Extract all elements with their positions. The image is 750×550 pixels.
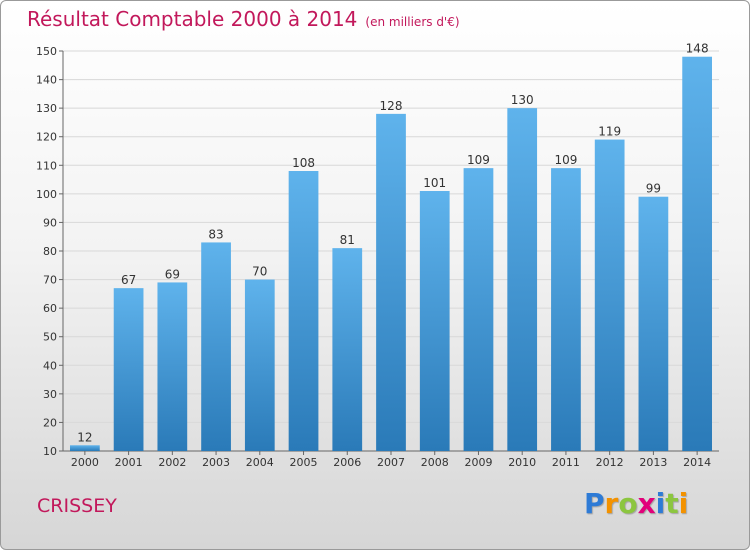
x-tick-label: 2006: [333, 456, 361, 469]
bar-value-label: 81: [340, 233, 355, 247]
y-tick-label: 90: [43, 216, 57, 229]
bar: [682, 56, 713, 451]
x-tick-label: 2002: [158, 456, 186, 469]
bar-value-label: 119: [598, 125, 621, 139]
bar-value-label: 130: [511, 93, 534, 107]
bar: [69, 445, 100, 451]
bar: [551, 168, 581, 451]
y-tick-label: 70: [43, 274, 57, 287]
logo-letter: o: [618, 487, 638, 520]
logo-letter: i: [655, 487, 666, 520]
bar: [376, 113, 406, 451]
bar: [201, 242, 231, 451]
y-tick-label: 130: [36, 102, 57, 115]
bar-value-label: 70: [252, 265, 267, 279]
x-tick-label: 2005: [290, 456, 318, 469]
chart-title-text: Résultat Comptable 2000 à 2014: [27, 7, 358, 31]
bar: [332, 248, 363, 451]
bar: [288, 171, 319, 451]
bar-value-label: 83: [208, 227, 223, 241]
x-tick-label: 2003: [202, 456, 230, 469]
bar-value-label: 128: [380, 99, 403, 113]
y-tick-label: 110: [36, 159, 57, 172]
y-tick-label: 30: [43, 388, 57, 401]
logo-letter: P: [584, 487, 605, 520]
y-tick-label: 120: [36, 131, 57, 144]
y-tick-label: 60: [43, 302, 57, 315]
bar: [594, 139, 625, 452]
logo-letter: r: [604, 487, 619, 520]
y-tick-label: 40: [43, 359, 57, 372]
x-tick-label: 2014: [683, 456, 711, 469]
x-tick-label: 2009: [464, 456, 492, 469]
x-tick-label: 2000: [71, 456, 99, 469]
bar-value-label: 67: [121, 273, 136, 287]
y-tick-label: 20: [43, 416, 57, 429]
bar-value-label: 101: [423, 176, 446, 190]
x-tick-label: 2010: [508, 456, 536, 469]
bar: [463, 168, 494, 451]
x-tick-label: 2013: [639, 456, 667, 469]
y-tick-label: 50: [43, 331, 57, 344]
x-tick-label: 2001: [115, 456, 143, 469]
bar-value-label: 108: [292, 156, 315, 170]
place-name: CRISSEY: [37, 495, 117, 517]
bars: [69, 56, 713, 452]
bar-value-label: 69: [165, 267, 180, 281]
bar: [507, 108, 538, 452]
bar-value-label: 109: [554, 153, 577, 167]
bar: [419, 191, 450, 451]
bar-value-label: 148: [686, 42, 709, 56]
logo-letter: x: [637, 487, 656, 520]
bar: [244, 279, 275, 451]
logo-letter: i: [678, 487, 689, 520]
chart-title: Résultat Comptable 2000 à 2014 (en millie…: [27, 7, 460, 31]
x-tick-label: 2007: [377, 456, 405, 469]
proxiti-logo: Proxiti: [584, 487, 688, 520]
bar-value-label: 12: [77, 430, 92, 444]
y-tick-label: 150: [36, 45, 57, 58]
bar: [113, 288, 144, 451]
y-tick-label: 80: [43, 245, 57, 258]
y-tick-label: 140: [36, 74, 57, 87]
bar-value-label: 109: [467, 153, 490, 167]
x-tick-label: 2004: [246, 456, 274, 469]
y-tick-label: 10: [43, 445, 57, 458]
bar: [157, 282, 188, 451]
bar-value-label: 99: [646, 182, 661, 196]
x-tick-label: 2008: [421, 456, 449, 469]
x-tick-label: 2011: [552, 456, 580, 469]
logo-letter: t: [665, 487, 679, 520]
chart-subtitle: (en milliers d'€): [365, 15, 460, 29]
labels: 10 20 30 40 50 60 70 80 90 100 110 120 130 140 150 12 20…: [36, 42, 711, 469]
bar: [638, 196, 669, 451]
x-tick-label: 2012: [596, 456, 624, 469]
y-tick-label: 100: [36, 188, 57, 201]
